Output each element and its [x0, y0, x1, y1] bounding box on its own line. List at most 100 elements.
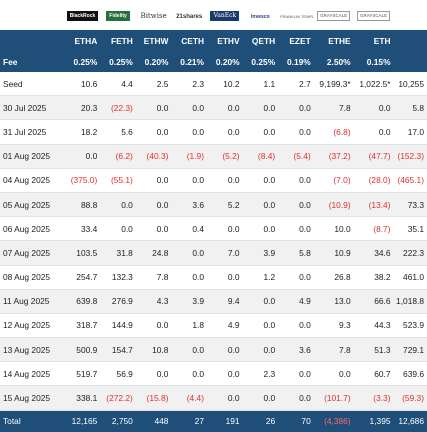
flow-cell: (47.7) [353, 144, 394, 169]
fee-cell: 0.25% [100, 51, 136, 72]
table-row: 01 Aug 2025 0.0 (6.2) (40.3) (1.9) (5.2) (8.4)… [0, 144, 427, 169]
flow-cell: (8.4) [242, 144, 279, 169]
invesco-logo-cell: Invesco [242, 0, 279, 30]
flow-cell: 0.0 [353, 119, 394, 145]
flow-cell: 0.0 [64, 144, 101, 169]
flow-cell: 9.3 [313, 313, 354, 339]
flow-cell: (6.2) [100, 144, 136, 169]
ticker-header-feth: FETH [100, 30, 136, 51]
ticker-header-eth: ETH [353, 30, 394, 51]
row-date-label: 15 Aug 2025 [0, 385, 65, 411]
grand-total-cell: 448 [135, 410, 172, 432]
flow-cell: 0.0 [278, 192, 314, 218]
ticker-header-ethv: ETHV [207, 30, 243, 51]
ticker-header-ethw: ETHW [135, 30, 172, 51]
flow-cell: 0.0 [171, 168, 207, 193]
row-date-label: 07 Aug 2025 [0, 240, 65, 266]
total-column-header: Total [393, 0, 427, 30]
fee-cell: 0.25% [242, 51, 279, 72]
grand-total-cell: 12,165 [64, 410, 101, 432]
row-date-label: 04 Aug 2025 [0, 168, 65, 193]
grand-total-value: 27 [194, 416, 204, 427]
flow-cell: 31.8 [100, 240, 136, 266]
flow-cell: 7.0 [207, 240, 243, 266]
grand-total-cell: (4,386) [313, 410, 354, 432]
flow-cell: (13.4) [353, 192, 394, 218]
invesco-logo: Invesco [249, 12, 272, 21]
flow-cell: 9.4 [207, 289, 243, 314]
flow-cell: (5.2) [207, 144, 243, 169]
flow-cell: 88.8 [64, 192, 101, 218]
ticker-header-ethe: ETHE [313, 30, 354, 51]
flow-cell: 1.1 [242, 72, 279, 97]
flow-cell: 318.7 [64, 313, 101, 339]
flow-cell: 0.0 [242, 95, 279, 121]
table-row: 07 Aug 2025 103.5 31.8 24.8 0.0 7.0 3.9 5.8 10.9… [0, 240, 427, 266]
flow-cell: 0.0 [242, 216, 279, 242]
flow-cell: 0.0 [171, 119, 207, 145]
table-row: 30 Jul 2025 20.3 (22.3) 0.0 0.0 0.0 0.0 0.0 7.8 0… [0, 95, 427, 121]
flow-cell: 0.0 [242, 168, 279, 193]
flow-cell: 0.0 [278, 313, 314, 339]
flow-cell: 0.0 [171, 337, 207, 363]
flow-cell: 2.5 [135, 72, 172, 97]
row-date-label: 06 Aug 2025 [0, 216, 65, 242]
flow-cell: 10.6 [64, 72, 101, 97]
flow-cell: (3.3) [353, 385, 394, 411]
flow-cell: 0.0 [278, 265, 314, 290]
flow-cell: (5.4) [278, 144, 314, 169]
flow-cell: (37.2) [313, 144, 354, 169]
flow-cell: 0.0 [171, 240, 207, 266]
flow-cell: 9,199.3* [313, 72, 354, 97]
flow-cell: 0.0 [242, 119, 279, 145]
flow-cell: 5.6 [100, 119, 136, 145]
flow-cell: 5.2 [207, 192, 243, 218]
flow-cell: 10.2 [207, 72, 243, 97]
grand-total-cell: 70 [278, 410, 314, 432]
row-date-label: 13 Aug 2025 [0, 337, 65, 363]
flow-cell: 3.6 [278, 337, 314, 363]
flow-cell: 0.0 [135, 192, 172, 218]
fidelity-logo: Fidelity [106, 11, 130, 21]
logo-corner-cell [0, 0, 65, 30]
flow-cell: (1.9) [171, 144, 207, 169]
flow-cell: 44.3 [353, 313, 394, 339]
etf-flows-table-container: BlackRock Fidelity Bitwise 21shares VanE… [0, 11, 427, 432]
flow-cell: (101.7) [313, 385, 354, 411]
flow-cell: (40.3) [135, 144, 172, 169]
grand-total-value: 26 [265, 416, 276, 427]
franklin-logo-cell: FRANKLIN TEMPLETON [278, 0, 314, 30]
flow-cell: 2.7 [278, 72, 314, 97]
flow-cell: (375.0) [64, 168, 101, 193]
ticker-header-row: ETHA FETH ETHW CETH ETHV QETH EZET ETHE ETH [0, 30, 427, 51]
ticker-header-ceth: CETH [171, 30, 207, 51]
21shares-logo: 21shares [174, 12, 205, 21]
flow-cell: (4.4) [171, 385, 207, 411]
ticker-header-corner [0, 30, 65, 51]
flow-cell: 0.0 [207, 337, 243, 363]
flow-cell: 519.7 [64, 361, 101, 387]
flow-cell: 103.5 [64, 240, 101, 266]
flow-cell: 0.0 [171, 95, 207, 121]
flow-cell: 1,022.5* [353, 72, 394, 97]
21shares-logo-cell: 21shares [171, 0, 207, 30]
bitwise-logo-cell: Bitwise [135, 0, 172, 30]
flow-cell: 500.9 [64, 337, 101, 363]
row-total-cell: (465.1) [393, 168, 427, 193]
flow-cell: 51.3 [353, 337, 394, 363]
grand-total-value: (4,386) [324, 416, 351, 427]
flow-cell: 20.3 [64, 95, 101, 121]
flow-cell: (6.8) [313, 119, 354, 145]
table-row: 06 Aug 2025 33.4 0.0 0.0 0.4 0.0 0.0 0.0 10.0 (8.… [0, 216, 427, 242]
fee-cell: 0.21% [171, 51, 207, 72]
table-row: 05 Aug 2025 88.8 0.0 0.0 3.6 5.2 0.0 0.0 (10.9)(… [0, 192, 427, 218]
flow-cell: 0.0 [207, 216, 243, 242]
grand-total-value: 70 [301, 416, 311, 427]
flow-cell: 0.0 [242, 289, 279, 314]
fee-cell: 0.15% [353, 51, 394, 72]
flow-cell: 0.0 [100, 216, 136, 242]
grayscale-logo-eth: GRAYSCALE [356, 11, 391, 21]
flow-cell: 0.0 [207, 95, 243, 121]
table-row: Seed 10.6 4.4 2.5 2.3 10.2 1.1 2.7 9,199.3* 1,022… [0, 72, 427, 97]
